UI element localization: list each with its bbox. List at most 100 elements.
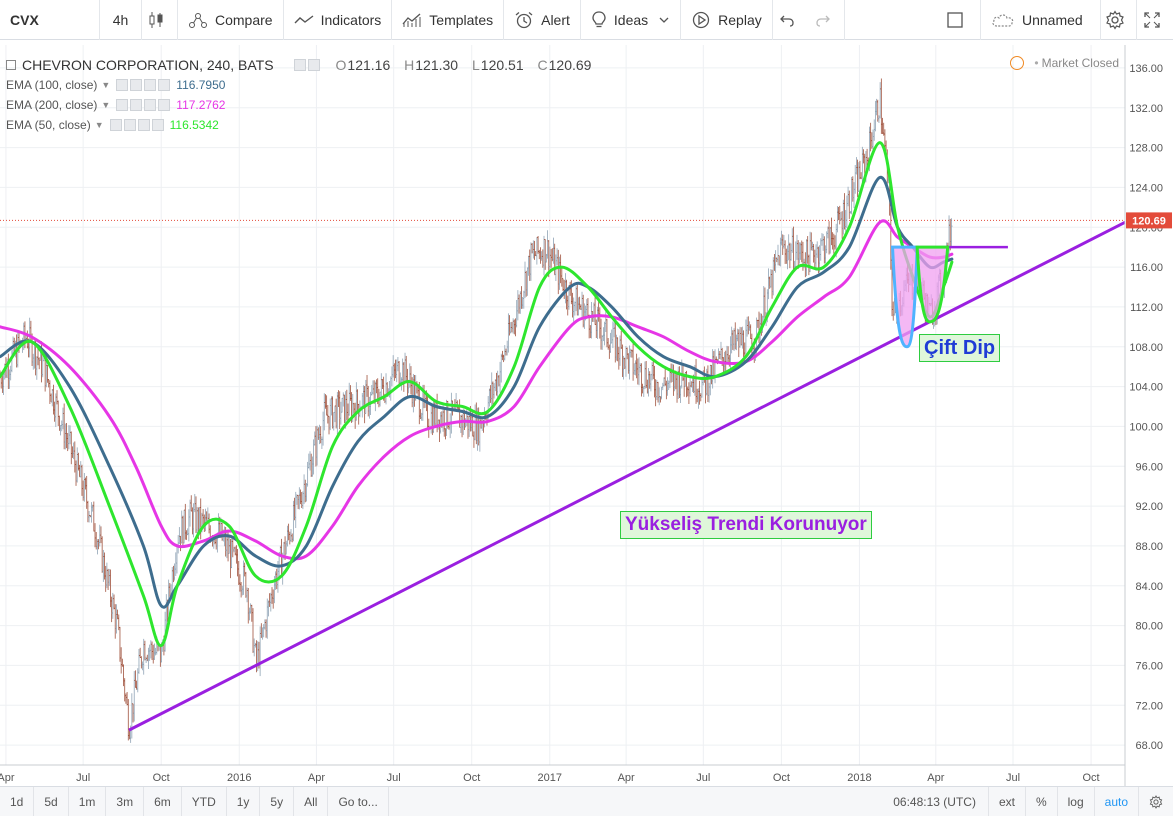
left-bottom-shape[interactable] xyxy=(890,245,919,349)
high-value: 121.30 xyxy=(415,57,459,73)
chart-settings-button[interactable] xyxy=(1139,787,1173,816)
range-ytd[interactable]: YTD xyxy=(182,786,227,816)
eye-icon[interactable] xyxy=(116,79,129,91)
range-6m[interactable]: 6m xyxy=(144,786,182,816)
indicator-label: EMA (200, close) xyxy=(6,98,98,112)
range-3m[interactable]: 3m xyxy=(106,786,145,816)
chart-canvas[interactable]: 68.00 72.00 76.00 80.00 84.00 88.00 92.00 96.00… xyxy=(0,45,1173,787)
compare-button[interactable]: Compare xyxy=(178,0,284,40)
add-icon[interactable] xyxy=(137,119,150,131)
gear-icon xyxy=(1106,9,1124,30)
price-tick-label: 116.00 xyxy=(1130,262,1163,274)
range-5y[interactable]: 5y xyxy=(260,786,295,816)
close-icon[interactable] xyxy=(158,79,171,91)
gear-icon[interactable] xyxy=(130,99,143,111)
eye-icon[interactable] xyxy=(109,119,122,131)
gear-icon[interactable] xyxy=(130,79,143,91)
range-all[interactable]: All xyxy=(294,786,329,816)
fullscreen-layout-button[interactable] xyxy=(937,0,981,40)
indicator-controls[interactable] xyxy=(109,119,164,131)
templates-label: Templates xyxy=(429,11,494,28)
price-tick-label: 68.00 xyxy=(1135,740,1163,752)
gear-icon[interactable] xyxy=(123,119,136,131)
price-tick-label: 104.00 xyxy=(1129,382,1163,394)
right-bottom-shape[interactable] xyxy=(915,245,950,324)
redo-button[interactable] xyxy=(809,0,845,40)
eye-icon[interactable] xyxy=(293,59,306,71)
drawings[interactable] xyxy=(128,220,1126,732)
goto-button[interactable]: Go to... xyxy=(328,786,389,816)
close-icon[interactable] xyxy=(158,99,171,111)
indicators-label: Indicators xyxy=(320,11,382,28)
price-tick-label: 88.00 xyxy=(1135,541,1163,553)
indicator-controls[interactable] xyxy=(116,79,171,91)
layout-name: Unnamed xyxy=(1022,11,1083,28)
last-price-tag xyxy=(1126,212,1172,229)
series-controls[interactable] xyxy=(293,59,320,71)
market-status-text: Market Closed xyxy=(1041,56,1119,70)
indicator-label: EMA (100, close) xyxy=(6,78,98,92)
price-tick-label: 76.00 xyxy=(1135,660,1163,672)
chevron-down-icon[interactable]: ▼ xyxy=(94,120,104,130)
replay-button[interactable]: Replay xyxy=(681,0,773,40)
interval-button[interactable]: 4h xyxy=(100,0,142,40)
chevron-down-icon[interactable]: ▼ xyxy=(101,80,111,90)
add-icon[interactable] xyxy=(144,99,157,111)
save-layout-button[interactable]: Unnamed xyxy=(981,0,1101,40)
range-1d[interactable]: 1d xyxy=(0,786,35,816)
price-tick-label: 108.00 xyxy=(1129,342,1163,354)
chart-style-button[interactable] xyxy=(142,0,178,40)
trend-label[interactable]: Yükseliş Trendi Korunuyor xyxy=(620,511,872,539)
time-tick-label: 2018 xyxy=(847,772,871,784)
symbol-label: CVX xyxy=(10,11,39,28)
range-1y[interactable]: 1y xyxy=(227,786,261,816)
symbol-search[interactable]: CVX xyxy=(0,0,100,40)
settings-button[interactable] xyxy=(1101,0,1137,40)
trendline[interactable] xyxy=(128,220,1126,732)
chart-pane[interactable]: 68.00 72.00 76.00 80.00 84.00 88.00 92.00 96.00… xyxy=(0,45,1173,787)
range-5d[interactable]: 5d xyxy=(34,786,69,816)
close-icon[interactable] xyxy=(151,119,164,131)
collapse-toggle[interactable] xyxy=(6,60,16,70)
indicators-button[interactable]: Indicators xyxy=(284,0,393,40)
toggle-percent[interactable]: % xyxy=(1026,786,1058,816)
add-icon[interactable] xyxy=(144,79,157,91)
templates-button[interactable]: Templates xyxy=(392,0,505,40)
undo-button[interactable] xyxy=(773,0,809,40)
indicator-legend-ema50[interactable]: EMA (50, close) ▼ 116.5342 xyxy=(6,115,601,135)
fullscreen-button[interactable] xyxy=(1137,0,1173,40)
templates-icon xyxy=(402,13,421,27)
price-tick-label: 124.00 xyxy=(1129,182,1163,194)
double-bottom-label[interactable]: Çift Dip xyxy=(919,334,1001,362)
time-axis[interactable]: Apr Jul Oct 2016 Apr Jul Oct 2017 Apr Jul Oct 2018 A… xyxy=(0,764,1125,784)
time-tick-label: Apr xyxy=(618,772,635,784)
indicator-controls[interactable] xyxy=(116,99,171,111)
ideas-button[interactable]: Ideas xyxy=(581,0,682,40)
indicator-legend-ema100[interactable]: EMA (100, close) ▼ 116.7950 xyxy=(6,75,601,95)
cloud-icon xyxy=(992,13,1014,27)
indicator-legend-ema200[interactable]: EMA (200, close) ▼ 117.2762 xyxy=(6,95,601,115)
time-tick-label: Apr xyxy=(308,772,325,784)
price-axis[interactable]: 68.00 72.00 76.00 80.00 84.00 88.00 92.00 96.00… xyxy=(1124,45,1172,787)
lightbulb-icon xyxy=(592,10,606,27)
open-label: O xyxy=(335,57,347,73)
redo-icon xyxy=(816,15,830,27)
clock-time: 06:48:13 (UTC) xyxy=(893,794,976,809)
gear-icon[interactable] xyxy=(307,59,320,71)
time-tick-label: Oct xyxy=(773,772,790,784)
price-tick-label: 132.00 xyxy=(1129,103,1163,115)
toggle-ext[interactable]: ext xyxy=(987,786,1026,816)
price-tick-label: 96.00 xyxy=(1135,461,1163,473)
last-price-label: 120.69 xyxy=(1132,215,1166,227)
range-1m[interactable]: 1m xyxy=(69,786,107,816)
toggle-auto[interactable]: auto xyxy=(1095,786,1139,816)
high-label: H xyxy=(404,57,415,73)
alert-button[interactable]: Alert xyxy=(504,0,581,40)
eye-icon[interactable] xyxy=(116,99,129,111)
chevron-down-icon[interactable]: ▼ xyxy=(101,100,111,110)
toggle-log[interactable]: log xyxy=(1058,786,1095,816)
price-tick-label: 136.00 xyxy=(1129,63,1163,75)
price-tick-label: 92.00 xyxy=(1135,501,1163,513)
bottom-toolbar: 1d 5d 1m 3m 6m YTD 1y 5y All Go to... 06… xyxy=(0,786,1173,816)
market-status: • Market Closed xyxy=(1010,56,1119,70)
